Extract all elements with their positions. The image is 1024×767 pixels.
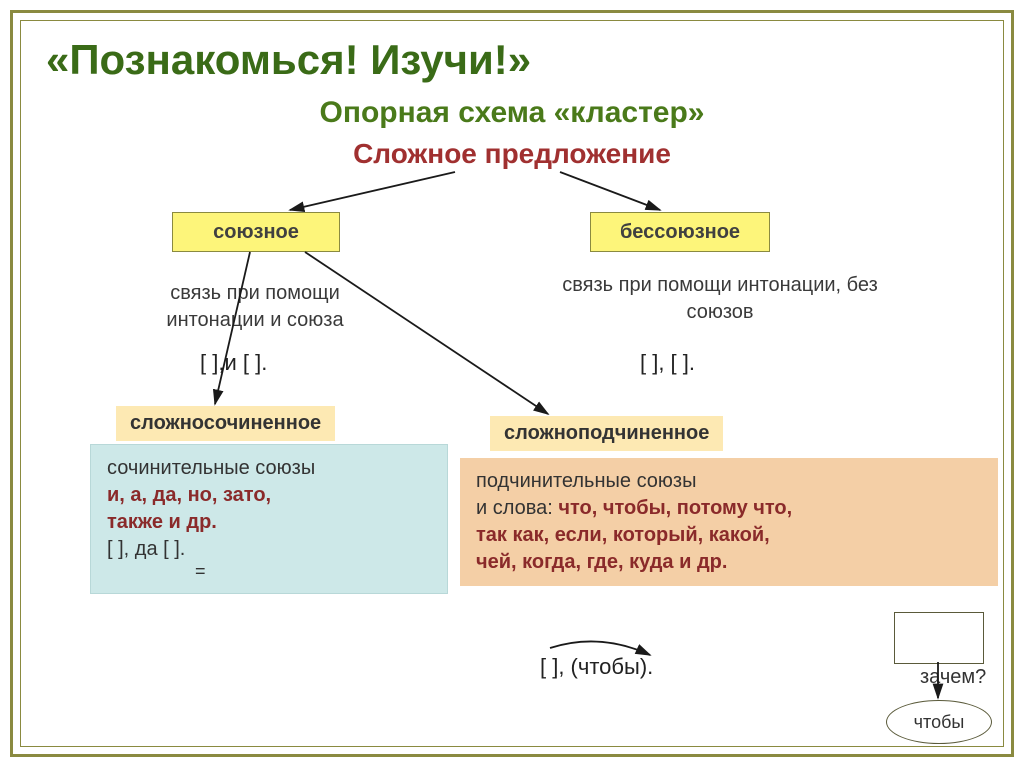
answer-ellipse: чтобы	[886, 700, 992, 744]
panel-ssp-conj: и, а, да, но, зато, также и др.	[107, 482, 431, 536]
stage: «Познакомься! Изучи!» Опорная схема «кла…	[0, 0, 1024, 767]
panel-spp-line2: и слова: что, чтобы, потому что, так как…	[476, 495, 982, 576]
answer-label: чтобы	[914, 712, 965, 733]
panel-spp-line1: подчинительные союзы	[476, 468, 982, 495]
schema-nounion: [ ], [ ].	[640, 350, 695, 376]
node-union: союзное	[172, 212, 340, 252]
root-label: Сложное предложение	[0, 138, 1024, 170]
question-label: зачем?	[920, 666, 986, 689]
desc-union: связь при помощи интонации и союза	[120, 280, 390, 334]
node-ssp: сложносочиненное	[116, 406, 335, 441]
spp-schema: [ ], (чтобы).	[540, 654, 653, 680]
panel-ssp-line1: сочинительные союзы	[107, 455, 431, 482]
schema-union: [ ],и [ ].	[200, 350, 267, 376]
node-spp: сложноподчиненное	[490, 416, 723, 451]
question-box	[894, 612, 984, 664]
panel-ssp: сочинительные союзы и, а, да, но, зато, …	[90, 444, 448, 594]
panel-spp-line2-prefix: и слова:	[476, 497, 558, 519]
title-subtitle: Опорная схема «кластер»	[0, 96, 1024, 130]
panel-spp: подчинительные союзы и слова: что, чтобы…	[460, 458, 998, 586]
node-nounion: бессоюзное	[590, 212, 770, 252]
desc-nounion: связь при помощи интонации, без союзов	[560, 272, 880, 326]
panel-ssp-eq: =	[195, 559, 431, 583]
title-main: «Познакомься! Изучи!»	[46, 36, 531, 84]
